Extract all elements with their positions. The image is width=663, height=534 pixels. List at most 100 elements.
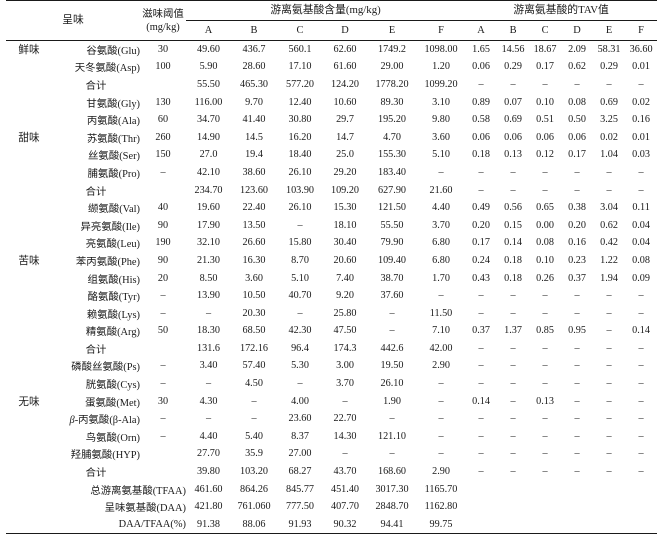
tav-value-f: – [638,307,644,319]
amino-acid-name: 苯丙氨酸(Phe) [75,256,140,268]
tav-value-c: 0.06 [536,131,554,143]
content-value-d: – [342,395,348,407]
content-value-f: 3.60 [432,131,450,143]
content-value-b: 172.16 [239,342,268,354]
amino-acid-name: 脯氨酸(Pro) [87,168,140,180]
summary-tav-f [625,515,658,534]
summary-tav-b [497,498,529,516]
tav-value-b: 0.29 [504,61,522,73]
taste-spacer [6,58,52,76]
tav-value-b: – [510,166,516,178]
content-value-d: 10.60 [333,96,357,108]
summary-tav-c [529,498,561,516]
subtotal-label: 合计 [85,186,107,198]
tav-value-a: 0.17 [472,237,490,249]
threshold-value: 150 [155,149,171,161]
tav-value-a: 0.43 [472,272,490,284]
content-value-e: – [389,325,395,337]
threshold-value [140,76,186,94]
summary-content-a: 461.60 [194,483,223,495]
content-value-b: 5.40 [245,430,263,442]
content-value-c: 12.40 [288,96,312,108]
taste-spacer [6,216,52,234]
tav-value-c: – [542,78,548,90]
tav-value-c: 0.13 [536,395,554,407]
content-value-c: 30.80 [288,114,312,126]
taste-spacer [6,375,52,393]
tav-value-b: – [510,290,516,302]
tav-value-c: 0.26 [536,272,554,284]
table-row: 丝氨酸(Ser) 150 27.0 19.4 18.40 25.0 155.30 5.10 0.… [6,146,657,164]
summary-content-f: 1165.70 [424,483,458,495]
content-value-a: 5.90 [199,61,218,73]
tav-value-c: – [542,378,548,390]
amino-acid-name: 组氨酸(His) [87,274,140,286]
content-value-c: – [297,219,303,231]
threshold-value: 130 [155,96,171,108]
summary-tav-f [625,498,657,516]
summary-content-b: 864.26 [239,483,268,495]
content-value-e: 38.70 [380,272,404,284]
summary-row: DAA/TFAA(%) 91.38 88.06 91.93 90.32 94.41 99.7… [6,515,658,534]
content-value-d: 29.20 [333,166,357,178]
content-value-c: 16.20 [288,131,312,143]
content-value-b: 3.60 [245,272,263,284]
tav-value-c: 0.51 [536,114,554,126]
content-value-f: 6.80 [432,237,450,249]
content-value-b: 22.40 [242,202,266,214]
amino-acid-name: 丙氨酸(Ala) [86,116,140,128]
threshold-value [140,181,186,199]
tav-value-e: 0.69 [600,96,618,108]
summary-tav-e [593,480,625,498]
tav-value-a: – [478,360,484,372]
content-value-d: 62.60 [333,44,357,56]
summary-content-b: 88.06 [231,515,277,534]
summary-content-b: 761.060 [237,501,271,513]
tav-value-e: 0.62 [600,219,618,231]
tav-value-b: – [510,430,516,442]
tav-value-f: – [638,342,644,354]
tav-value-d: 2.09 [568,44,586,56]
content-value-a: 34.70 [197,114,220,126]
content-value-e: 1778.20 [375,78,409,90]
taste-spacer [6,322,52,340]
threshold-value: – [160,413,166,425]
tav-value-b: 0.18 [504,272,522,284]
content-value-e: 183.40 [377,166,406,178]
tav-value-e: 3.25 [600,114,618,126]
amino-acid-name: 甘氨酸(Gly) [86,98,140,110]
threshold-value: 30 [157,44,169,56]
taste-spacer [6,164,52,182]
tav-value-a: 0.89 [472,96,490,108]
tav-value-a: 0.06 [472,61,490,73]
content-value-a: – [205,413,212,425]
summary-content-e: 94.41 [367,515,417,534]
header-tav-col-b: B [509,25,517,36]
tav-value-f: – [638,395,644,407]
content-value-d: 22.70 [333,413,357,425]
threshold-value: – [160,430,166,442]
tav-value-c: 0.08 [536,237,554,249]
content-value-a: 4.30 [199,395,218,407]
tav-value-a: 0.18 [472,149,490,161]
content-value-f: 42.00 [429,342,453,354]
taste-spacer [6,357,52,375]
amino-acid-name: 磷酸丝氨酸(Ps) [71,362,140,374]
taste-spacer [6,304,52,322]
content-value-a: 42.10 [197,166,220,178]
content-value-f: – [438,395,444,407]
tav-value-b: 0.07 [504,96,522,108]
content-value-a: 4.40 [199,430,218,442]
content-value-e: 627.90 [377,184,406,196]
content-value-d: 174.3 [333,342,357,354]
tav-value-f: 0.09 [632,272,650,284]
threshold-value [140,340,186,358]
content-value-a: 27.0 [199,149,218,161]
taste-spacer [6,445,52,463]
tav-value-c: 0.17 [536,61,554,73]
content-value-f: 1.70 [432,272,450,284]
content-value-b: 13.50 [242,219,266,231]
taste-spacer [6,234,52,252]
content-value-e: 29.00 [380,61,404,73]
content-value-b: 38.60 [242,166,266,178]
